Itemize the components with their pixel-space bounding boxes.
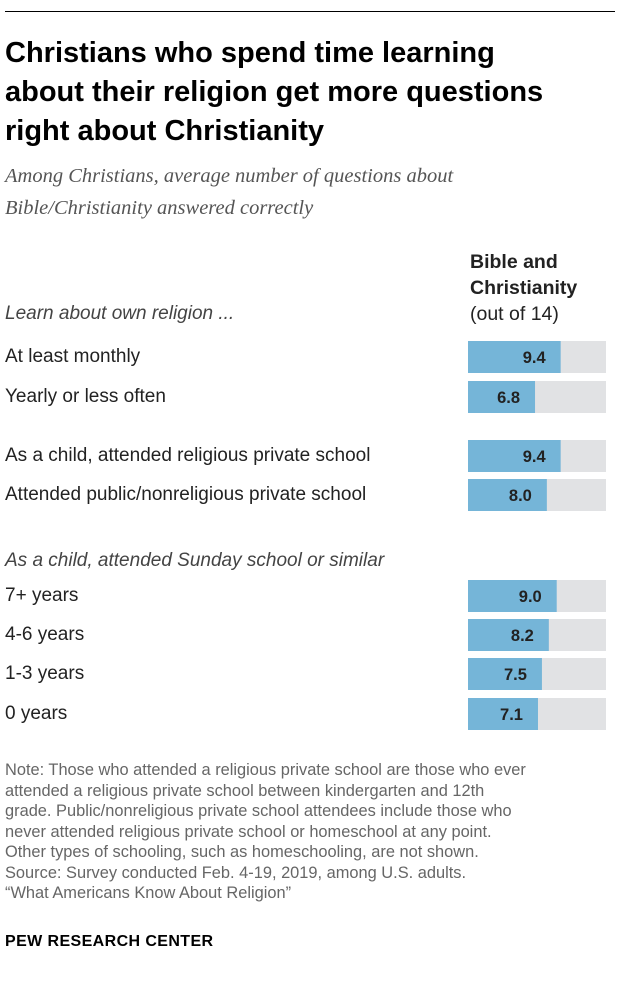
bar-value-label: 9.4 [523, 448, 547, 466]
row-label: 1-3 years [5, 663, 85, 684]
section-label-learn: Learn about own religion ... [5, 303, 235, 324]
bar-track [468, 381, 606, 413]
bar-track [468, 341, 606, 373]
chart-note: Note: Those who attended a religious pri… [5, 760, 617, 904]
bar-value-label: 8.2 [511, 627, 534, 645]
note-line: attended a religious private school betw… [5, 781, 485, 800]
row-label: 4-6 years [5, 624, 85, 645]
note-line: Note: Those who attended a religious pri… [5, 761, 526, 779]
bar [468, 341, 561, 373]
bar [468, 580, 557, 612]
column-header-line: Christianity [470, 277, 578, 299]
row-label: Attended public/nonreligious private sch… [5, 484, 367, 505]
bar-value-label: 9.0 [519, 588, 542, 606]
bar-value-label: 7.1 [500, 706, 523, 724]
section-label-sunday-school: As a child, attended Sunday school or si… [5, 550, 385, 571]
note-line: never attended religious private school … [5, 822, 492, 841]
title-line: Christians who spend time learning [5, 37, 495, 69]
row-label: 7+ years [5, 585, 79, 606]
bar-track [468, 698, 606, 730]
bar-track [468, 580, 606, 612]
chart-title: Christians who spend time learning about… [5, 34, 605, 151]
row-label: At least monthly [5, 346, 141, 367]
bar-value-label: 9.4 [523, 349, 547, 367]
bar [468, 698, 538, 730]
title-line: right about Christianity [5, 115, 324, 147]
note-line: Other types of schooling, such as homesc… [5, 843, 479, 861]
bar [468, 658, 542, 690]
note-line: grade. Public/nonreligious private schoo… [5, 802, 512, 820]
source-line: “What Americans Know About Religion” [5, 884, 292, 902]
column-header-scale: (out of 14) [470, 303, 559, 325]
column-header: Bible and Christianity (out of 14) [470, 249, 620, 327]
bar [468, 619, 549, 651]
chart-subtitle: Among Christians, average number of ques… [5, 160, 605, 224]
bar-track [468, 440, 606, 472]
top-rule [5, 11, 615, 12]
bar-track [468, 479, 606, 511]
subtitle-line: Among Christians, average number of ques… [5, 165, 454, 187]
source-line: Source: Survey conducted Feb. 4-19, 2019… [5, 863, 467, 882]
bar-track [468, 619, 606, 651]
bar [468, 479, 547, 511]
bar [468, 381, 536, 413]
title-line: about their religion get more questions [5, 76, 544, 108]
row-label: 0 years [5, 703, 68, 724]
bar-value-label: 7.5 [504, 666, 527, 684]
bar-track [468, 658, 606, 690]
bar [468, 440, 561, 472]
brand-logo-text: PEW RESEARCH CENTER [5, 933, 214, 950]
row-label: As a child, attended religious private s… [5, 445, 371, 466]
column-header-line: Bible and [470, 251, 558, 273]
bar-value-label: 8.0 [509, 487, 532, 505]
row-label: Yearly or less often [5, 386, 166, 407]
subtitle-line: Bible/Christianity answered correctly [5, 197, 314, 219]
bar-value-label: 6.8 [497, 389, 520, 407]
